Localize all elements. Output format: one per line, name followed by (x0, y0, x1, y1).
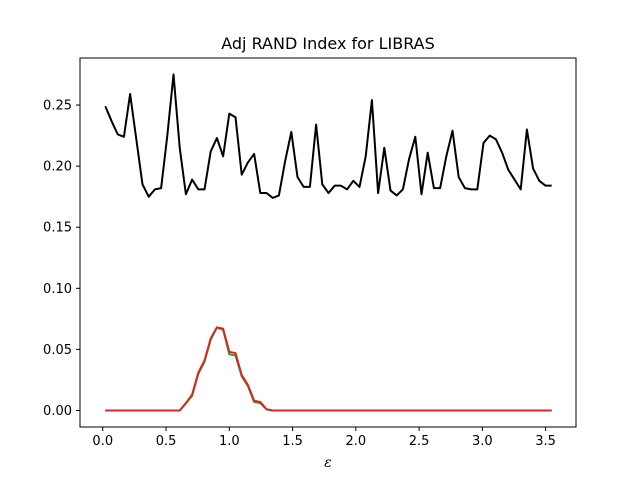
y-tick-label: 0.20 (43, 160, 72, 175)
series-line-0 (104, 73, 552, 199)
x-tick-label: 2.5 (409, 434, 430, 449)
axis-ticks: 0.0 0.5 1.0 1.5 2.0 2.5 3.0 3.5 0.00 0.05 0.10 0.15… (43, 99, 556, 449)
x-tick-label: 2.0 (345, 434, 366, 449)
x-tick-label: 1.0 (219, 434, 240, 449)
x-axis-label: ε (324, 455, 332, 471)
x-tick-label: 0.0 (92, 434, 113, 449)
x-tick-label: 1.5 (282, 434, 303, 449)
y-tick-label: 0.10 (43, 282, 72, 297)
x-tick-label: 3.0 (472, 434, 493, 449)
series-line-2 (105, 326, 552, 412)
y-tick-label: 0.15 (43, 221, 72, 236)
plot-area (104, 73, 552, 412)
x-tick-label: 0.5 (156, 434, 177, 449)
axes-frame (79, 57, 577, 428)
y-tick-label: 0.25 (43, 99, 72, 114)
y-tick-label: 0.00 (43, 404, 72, 419)
y-tick-label: 0.05 (43, 343, 72, 358)
x-tick-label: 3.5 (535, 434, 556, 449)
chart-title: Adj RAND Index for LIBRAS (221, 34, 435, 53)
